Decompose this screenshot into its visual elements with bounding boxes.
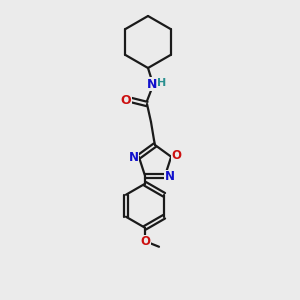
Text: N: N	[129, 151, 139, 164]
Text: O: O	[121, 94, 131, 106]
Text: H: H	[158, 78, 166, 88]
Text: O: O	[140, 235, 150, 248]
Text: N: N	[147, 77, 157, 91]
Text: N: N	[165, 170, 175, 183]
Text: O: O	[171, 149, 181, 162]
